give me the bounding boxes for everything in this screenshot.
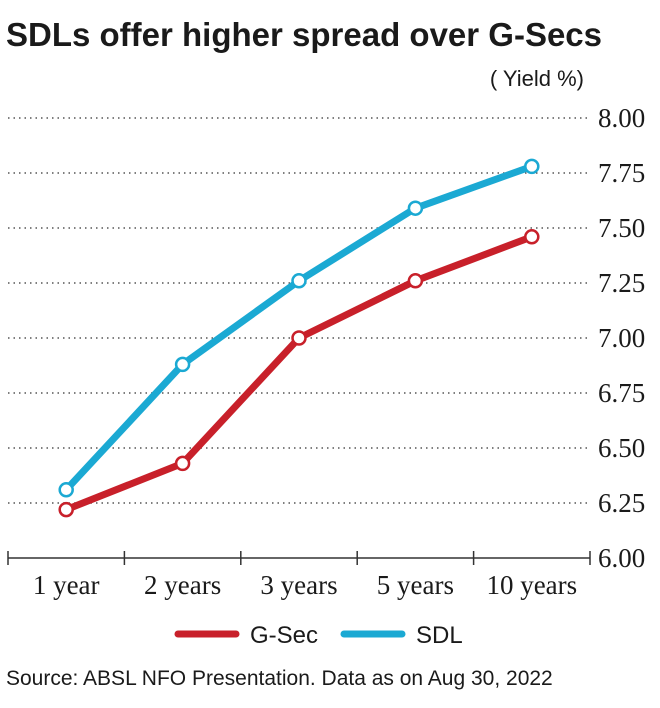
x-axis: 1 year 2 years 3 years 5 years 10 years: [7, 551, 591, 600]
y-tick-label: 6.25: [598, 488, 645, 518]
data-point: [291, 273, 307, 289]
y-tick-label: 7.75: [598, 158, 645, 188]
data-point: [524, 158, 540, 175]
x-tick-label: 1 year: [33, 570, 100, 600]
series-sdl: [58, 158, 540, 498]
y-tick-label: 7.50: [598, 213, 645, 243]
data-point: [407, 200, 424, 216]
legend-label: G-Sec: [250, 622, 318, 649]
data-point: [291, 330, 307, 346]
x-tick-label: 2 years: [144, 570, 221, 600]
data-point: [407, 273, 424, 289]
data-point: [174, 455, 191, 472]
y-axis-label: ( Yield %): [490, 66, 584, 91]
data-point: [524, 229, 540, 245]
source-note: Source: ABSL NFO Presentation. Data as o…: [6, 667, 553, 690]
y-tick-label: 7.25: [598, 268, 645, 298]
data-point: [58, 501, 74, 518]
y-tick-label: 6.50: [598, 433, 645, 463]
y-tick-label: 6.00: [598, 543, 645, 573]
y-tick-label: 8.00: [598, 103, 645, 133]
x-tick-label: 3 years: [260, 570, 337, 600]
legend: G-Sec SDL: [174, 622, 463, 649]
series-line: [62, 162, 536, 494]
series-g-sec: [58, 229, 540, 518]
x-tick-label: 10 years: [486, 570, 577, 600]
data-point: [58, 482, 74, 498]
x-tick-label: 5 years: [377, 570, 454, 600]
series-layer: [58, 158, 540, 518]
y-tick-label: 7.00: [598, 323, 645, 353]
chart-title: SDLs offer higher spread over G-Secs: [6, 16, 602, 53]
grid-layer: 8.00 7.75 7.50 7.25 7.00 6.75 6.50 6.25 6.00: [8, 103, 645, 573]
data-point: [174, 356, 191, 373]
y-tick-label: 6.75: [598, 378, 645, 408]
legend-label: SDL: [416, 622, 463, 649]
